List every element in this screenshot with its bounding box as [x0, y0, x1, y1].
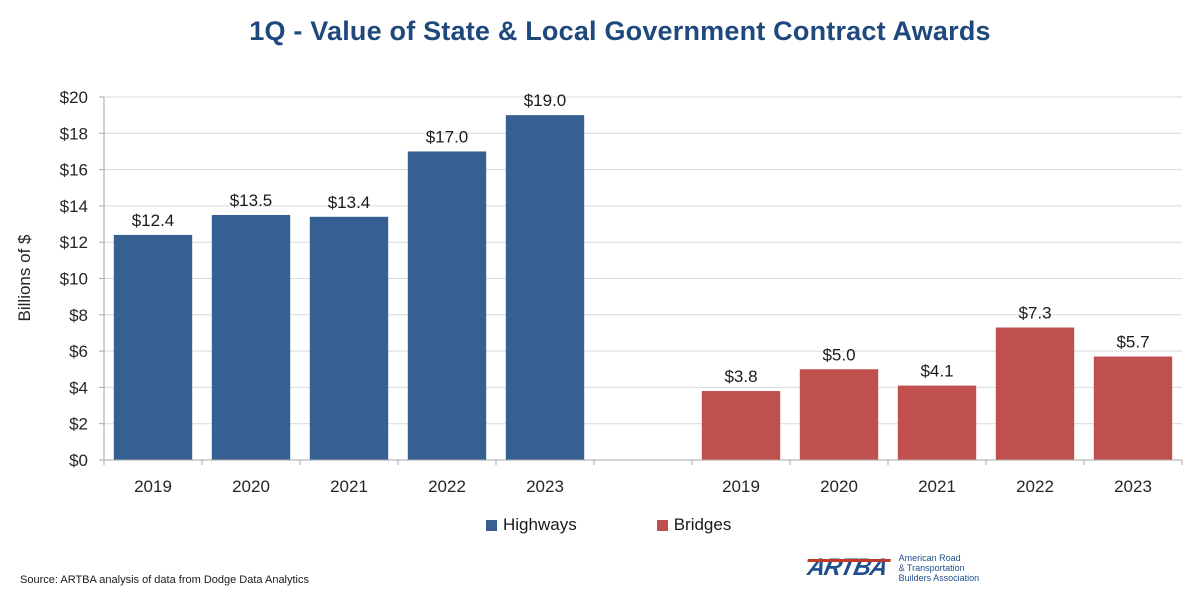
x-tick-label: 2023: [526, 477, 564, 496]
y-tick-label: $0: [69, 451, 88, 470]
bar-bridges-2023: [1093, 356, 1173, 460]
bar-highways-2019: [113, 234, 193, 460]
x-tick-label: 2020: [232, 477, 270, 496]
x-tick-label: 2021: [918, 477, 956, 496]
x-tick-label: 2019: [134, 477, 172, 496]
x-tick-label: 2021: [330, 477, 368, 496]
bar-bridges-2021: [897, 385, 977, 460]
logo-line-1: American Road: [898, 553, 961, 563]
x-tick-label: 2022: [1016, 477, 1054, 496]
labels: $0 $2 $4 $6 $8 $10 $12 $14 $16 $18 $20 $12.4 2019 $13…: [60, 88, 1152, 496]
x-tick-label: 2023: [1114, 477, 1152, 496]
bar-bridges-2020: [799, 369, 879, 460]
y-tick-label: $20: [60, 88, 88, 107]
legend-item-bridges: Bridges: [656, 515, 732, 535]
y-tick-label: $14: [60, 197, 88, 216]
y-tick-label: $8: [69, 306, 88, 325]
axes: [99, 96, 1183, 465]
y-tick-label: $10: [60, 270, 88, 289]
x-tick-label: 2020: [820, 477, 858, 496]
bar-highways-2023: [505, 115, 585, 461]
y-tick-label: $6: [69, 342, 88, 361]
legend-label-highways: Highways: [503, 515, 577, 534]
data-label-bridges-2023: $5.7: [1116, 333, 1149, 352]
y-tick-label: $16: [60, 161, 88, 180]
legend-item-highways: Highways: [486, 515, 577, 535]
data-label-highways-2020: $13.5: [230, 191, 273, 210]
logo-line-2: & Transportation: [898, 563, 965, 573]
bars: [113, 115, 1173, 461]
artba-logo: ARTBA American Road & Transportation Bui…: [805, 553, 980, 583]
artba-logo-mark: ARTBA: [805, 554, 890, 581]
data-label-bridges-2022: $7.3: [1018, 304, 1051, 323]
logo-line-3: Builders Association: [898, 573, 980, 583]
artba-logo-text: American Road & Transportation Builders …: [899, 553, 980, 583]
data-label-highways-2022: $17.0: [426, 127, 469, 146]
data-label-highways-2021: $13.4: [328, 193, 371, 212]
bar-highways-2021: [309, 216, 389, 460]
y-tick-label: $4: [69, 378, 88, 397]
bar-highways-2020: [211, 214, 291, 460]
bar-highways-2022: [407, 151, 487, 460]
legend-label-bridges: Bridges: [673, 515, 732, 534]
y-tick-label: $12: [60, 233, 88, 252]
bar-bridges-2019: [701, 391, 781, 460]
legend: Highways Bridges: [486, 515, 731, 535]
y-tick-label: $18: [60, 124, 88, 143]
x-tick-label: 2019: [722, 477, 760, 496]
source-note: Source: ARTBA analysis of data from Dodg…: [20, 574, 310, 586]
chart-title: 1Q - Value of State & Local Government C…: [249, 16, 991, 46]
y-tick-label: $2: [69, 415, 88, 434]
bar-bridges-2022: [995, 327, 1075, 460]
data-label-highways-2023: $19.0: [524, 91, 567, 110]
legend-swatch-bridges: [656, 519, 668, 531]
legend-swatch-highways: [486, 519, 497, 531]
data-label-bridges-2021: $4.1: [920, 362, 953, 381]
data-label-bridges-2019: $3.8: [724, 367, 757, 386]
data-label-highways-2019: $12.4: [132, 211, 175, 230]
x-tick-label: 2022: [428, 477, 466, 496]
y-axis-label: Billions of $: [15, 234, 34, 321]
data-label-bridges-2020: $5.0: [822, 345, 855, 364]
